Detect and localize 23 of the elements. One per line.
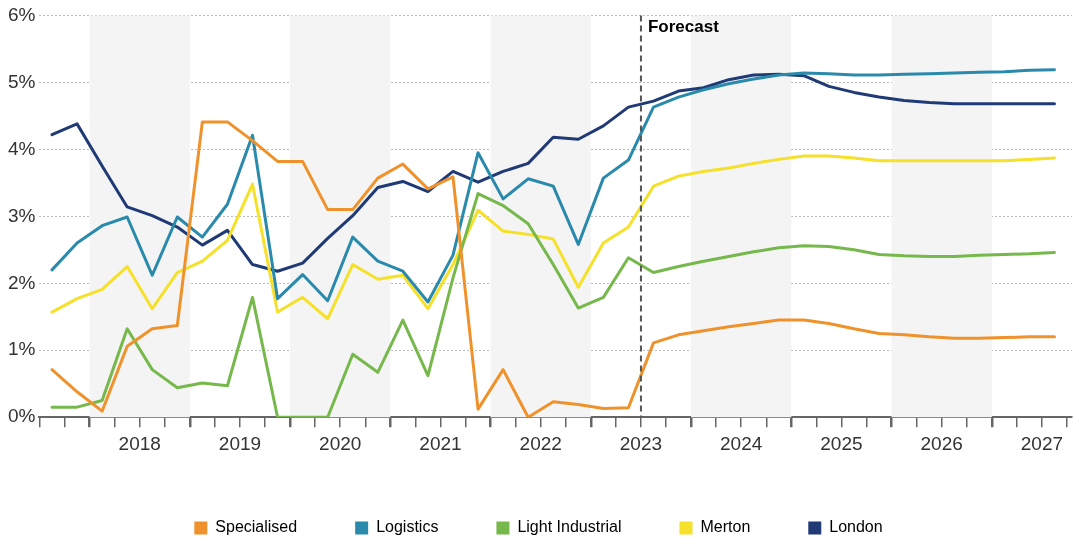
x-tick-label: 2027 [1020,432,1064,454]
legend-label: Merton [700,518,751,536]
legend-label: Logistics [376,518,439,536]
x-tick-label: 2021 [419,432,462,454]
x-tick-label: 2023 [619,432,663,454]
x-tick-label: 2022 [519,432,562,454]
legend-label: London [829,518,883,536]
x-tick-label: 2024 [720,432,763,454]
x-tick-label: 2019 [218,432,262,454]
x-tick-label: 2018 [118,432,161,454]
ref-line-label: Forecast [647,16,720,36]
y-tick-label: 2% [7,271,36,293]
x-tick-label: 2026 [920,432,963,454]
legend-label: Specialised [215,518,298,536]
y-tick-label: 6% [7,3,36,25]
x-tick-label: 2020 [319,432,362,454]
legend-label: Light Industrial [517,518,622,536]
y-tick-label: 3% [7,204,36,226]
y-tick-label: 1% [7,338,36,360]
y-tick-label: 4% [7,137,36,159]
x-tick-label: 2025 [820,432,863,454]
y-tick-label: 5% [7,70,36,92]
y-tick-label: 0% [7,405,36,427]
